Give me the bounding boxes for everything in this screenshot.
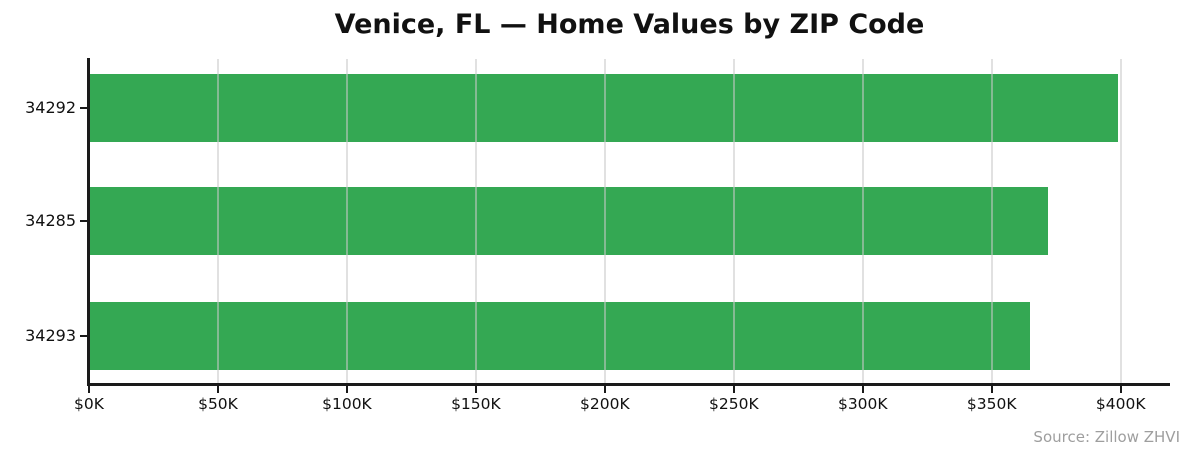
y-axis-spine [87, 58, 90, 385]
plot-area: 34292 34285 34293 $0K $50K $100K $150K $200K $2… [25, 58, 1170, 412]
x-tick-mark-150000 [474, 385, 477, 393]
gridline-350000 [990, 59, 993, 384]
gridline-400000 [1119, 59, 1122, 384]
bar-34293 [89, 302, 1031, 370]
x-tick-mark-200000 [603, 385, 606, 393]
y-tick-mark-34292 [80, 106, 87, 110]
x-tick-mark-100000 [345, 385, 348, 393]
source-credit: Source: Zillow ZHVI [1033, 428, 1180, 446]
bar-34292 [89, 74, 1119, 142]
x-tick-mark-0 [88, 385, 90, 393]
gridline-300000 [861, 59, 864, 384]
y-tick-mark-34285 [80, 219, 87, 223]
gridline-150000 [474, 59, 477, 384]
x-tick-mark-300000 [861, 385, 864, 393]
x-tick-label-250000: $250K [709, 395, 759, 413]
x-tick-label-200000: $200K [580, 395, 630, 413]
x-tick-mark-400000 [1119, 385, 1122, 393]
gridline-100000 [345, 59, 348, 384]
x-tick-label-350000: $350K [966, 395, 1017, 413]
x-tick-mark-350000 [990, 385, 993, 393]
x-tick-label-400000: $400K [1095, 395, 1146, 413]
bar-34285 [89, 187, 1049, 255]
gridline-50000 [216, 59, 219, 384]
x-axis-spine [87, 383, 1170, 386]
x-tick-label-0: $0K [74, 395, 104, 413]
x-tick-mark-50000 [216, 385, 219, 393]
gridline-200000 [603, 59, 606, 384]
x-tick-mark-250000 [732, 385, 735, 393]
y-tick-label-34285: 34285 [25, 211, 76, 230]
chart-title: Venice, FL — Home Values by ZIP Code [334, 9, 925, 40]
y-tick-mark-34293 [80, 334, 87, 338]
x-tick-label-300000: $300K [837, 395, 888, 413]
x-tick-label-150000: $150K [451, 395, 501, 413]
y-tick-label-34292: 34292 [25, 98, 76, 117]
gridline-250000 [732, 59, 735, 384]
y-tick-label-34293: 34293 [25, 326, 76, 345]
x-tick-label-50000: $50K [198, 395, 238, 413]
x-tick-label-100000: $100K [322, 395, 372, 413]
